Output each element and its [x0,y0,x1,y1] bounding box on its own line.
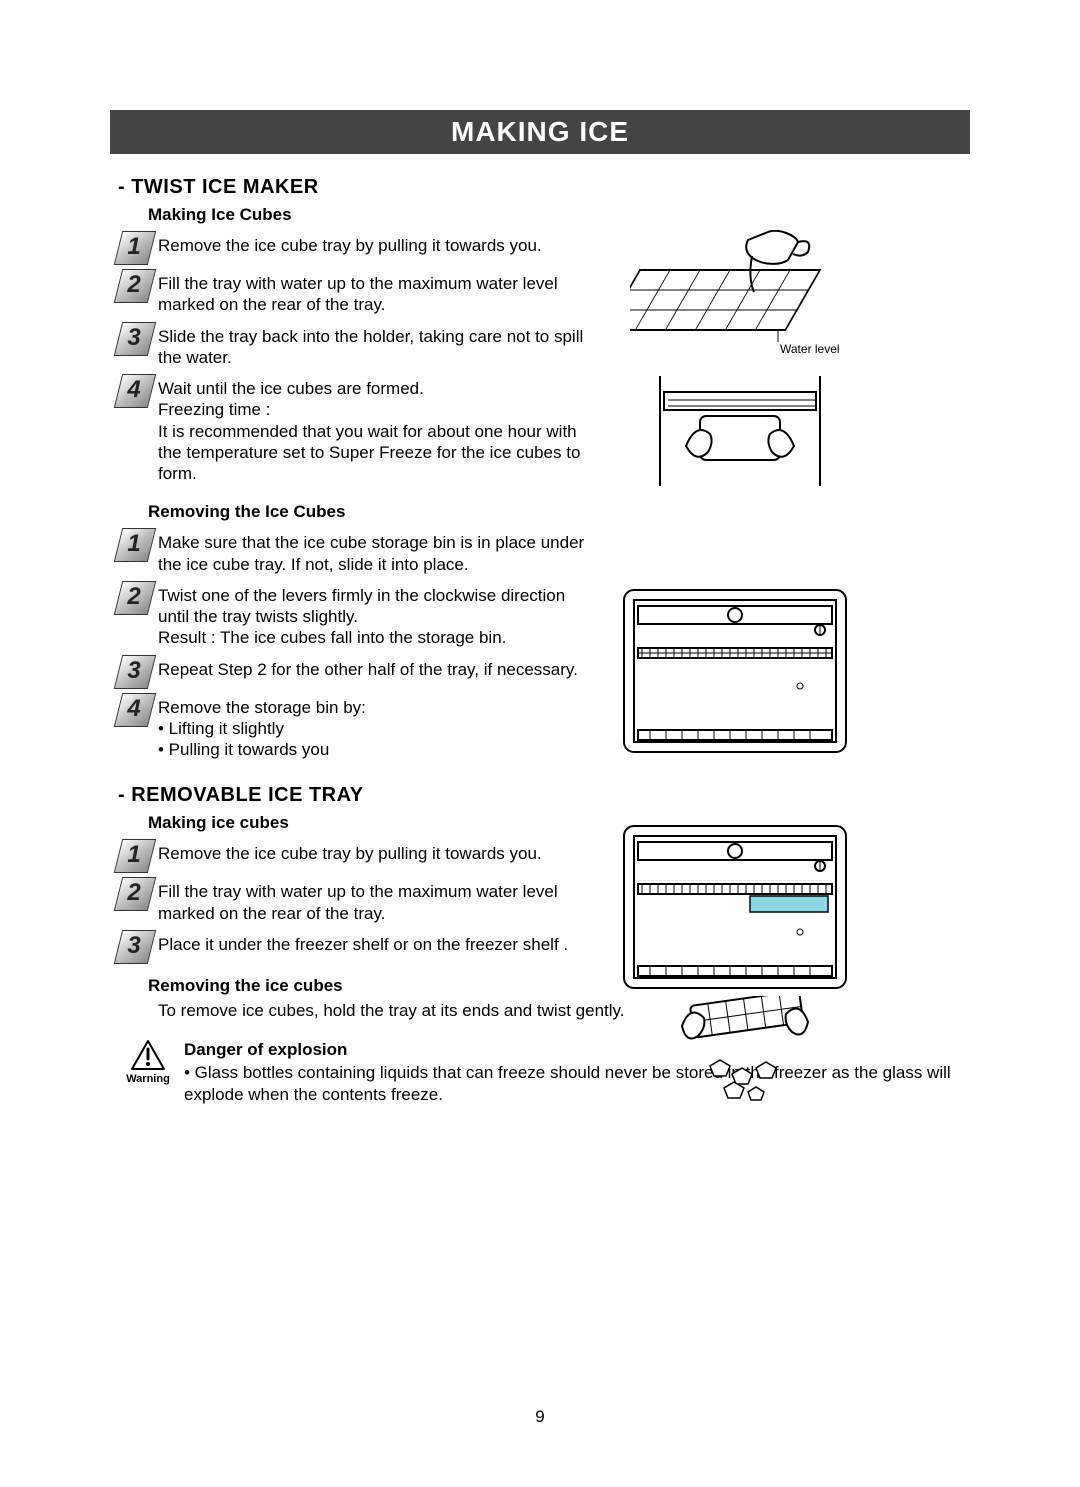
page-number: 9 [0,1407,1080,1427]
twist-removing-step: 2Twist one of the levers firmly in the c… [118,581,588,649]
section-twist-ice-maker: - TWIST ICE MAKER [118,176,962,199]
step-number-icon: 4 [118,693,150,725]
step-number-icon: 1 [118,231,150,263]
figure-pour-water: Water level [630,230,850,370]
warning-label: Warning [118,1073,178,1085]
warning-body: • Glass bottles containing liquids that … [184,1063,951,1103]
figure-twist-tray [640,376,840,496]
twist-making-step: 4Wait until the ice cubes are formed.Fre… [118,374,588,484]
step-number-icon: 2 [118,581,150,613]
twist-making-step: 3Slide the tray back into the holder, ta… [118,322,588,369]
figure-twist-release [670,996,820,1106]
warning-row: Warning Danger of explosion • Glass bott… [118,1039,962,1105]
step-text: Fill the tray with water up to the maxim… [158,269,588,316]
step-text: Remove the ice cube tray by pulling it t… [158,231,542,256]
step-text: Fill the tray with water up to the maxim… [158,877,588,924]
removable-making-step: 2Fill the tray with water up to the maxi… [118,877,588,924]
twist-making-step: 2Fill the tray with water up to the maxi… [118,269,588,316]
step-number-icon: 4 [118,374,150,406]
step-number-icon: 3 [118,930,150,962]
figure-compartment-2 [620,822,850,992]
step-text: Remove the ice cube tray by pulling it t… [158,839,542,864]
warning-icon [130,1039,166,1071]
subheading-removing-ice-cubes: Removing the Ice Cubes [148,502,962,522]
subheading-making-ice-cubes: Making Ice Cubes [148,205,962,225]
step-text: Twist one of the levers firmly in the cl… [158,581,588,649]
step-text: Wait until the ice cubes are formed.Free… [158,374,588,484]
warning-title: Danger of explosion [184,1039,954,1060]
step-number-icon: 1 [118,839,150,871]
twist-removing-step: 1Make sure that the ice cube storage bin… [118,528,588,575]
step-text: Repeat Step 2 for the other half of the … [158,655,578,680]
section-removable-ice-tray: - REMOVABLE ICE TRAY [118,784,962,807]
step-number-icon: 2 [118,269,150,301]
page-title: MAKING ICE [451,116,629,148]
removing-ice-cubes-text: To remove ice cubes, hold the tray at it… [158,1000,758,1021]
figure-compartment-1 [620,586,850,756]
step-text: Place it under the freezer shelf or on t… [158,930,568,955]
water-level-label: Water level [780,342,840,356]
step-number-icon: 3 [118,322,150,354]
twist-making-step: 1 Remove the ice cube tray by pulling it … [118,231,588,263]
removable-making-step: 3 Place it under the freezer shelf or on … [118,930,588,962]
twist-removing-step: 3 Repeat Step 2 for the other half of the… [118,655,588,687]
step-text: Slide the tray back into the holder, tak… [158,322,588,369]
twist-removing-step: 4Remove the storage bin by:• Lifting it … [118,693,588,761]
step-text: Remove the storage bin by:• Lifting it s… [158,693,366,761]
removable-making-step: 1 Remove the ice cube tray by pulling it … [118,839,588,871]
step-number-icon: 2 [118,877,150,909]
title-bar: MAKING ICE [110,110,970,154]
step-number-icon: 1 [118,528,150,560]
step-text: Make sure that the ice cube storage bin … [158,528,588,575]
step-number-icon: 3 [118,655,150,687]
